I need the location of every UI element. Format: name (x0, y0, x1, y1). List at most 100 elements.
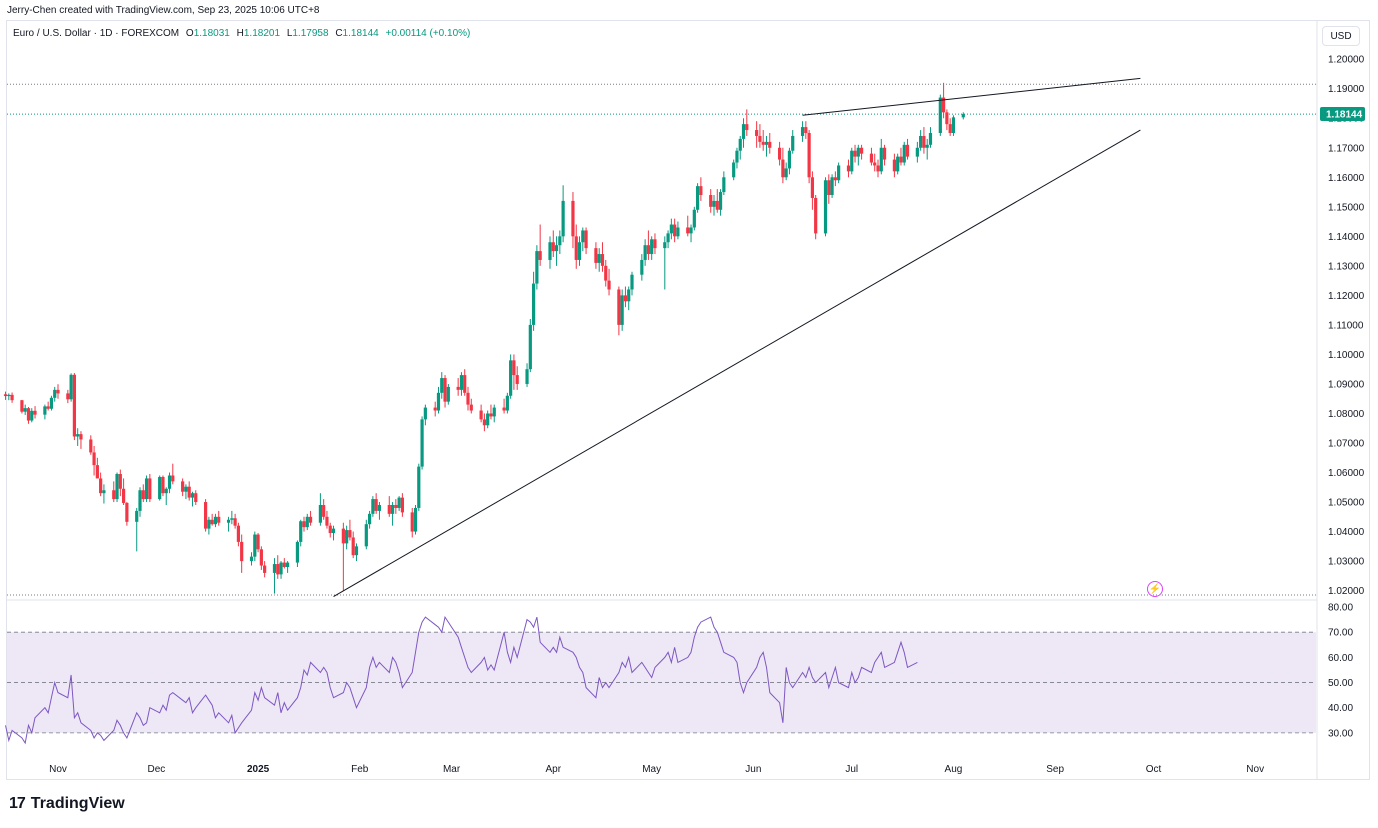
price-axis[interactable]: 1.200001.190001.180001.170001.160001.150… (1320, 55, 1365, 597)
candle-body (79, 434, 83, 440)
candle-body (741, 124, 746, 139)
last-price-badge (1320, 106, 1365, 121)
candle-body (181, 481, 185, 492)
candle-body (945, 112, 949, 125)
candle-body (115, 474, 119, 500)
low-label: L (286, 28, 293, 39)
trendline (802, 77, 1141, 116)
candle-body (49, 397, 54, 409)
price-tick-label: 1.09000 (1328, 379, 1365, 390)
candle-body (374, 499, 378, 511)
candle-body (696, 186, 700, 210)
price-tick-label: 1.06000 (1328, 468, 1365, 479)
candle-body (669, 224, 673, 234)
price-tick-label: 1.19000 (1328, 84, 1365, 95)
candle-body (699, 186, 703, 195)
candle-body (210, 519, 214, 525)
candle-body (158, 476, 162, 500)
chart-canvas[interactable]: 1.200001.190001.180001.170001.160001.150… (0, 0, 1378, 790)
symbol-legend[interactable]: Euro / U.S. Dollar · 1D · FOREXCOM O1.18… (13, 28, 470, 39)
price-tick-label: 1.10000 (1328, 350, 1365, 361)
candle-body (299, 521, 303, 542)
close-value: 1.18144 (342, 28, 379, 39)
open-value: 1.18031 (193, 28, 230, 39)
candle-body (640, 259, 644, 275)
candle-body (204, 502, 208, 529)
candle-body (249, 556, 254, 562)
candle-body (548, 242, 552, 260)
candle-body (72, 374, 76, 437)
rsi-tick-label: 60.00 (1328, 653, 1353, 664)
candle-body (928, 133, 933, 145)
candle-body (532, 283, 536, 325)
candle-body (43, 406, 47, 415)
price-tick-label: 1.17000 (1328, 143, 1365, 154)
candle-body (764, 141, 769, 145)
candle-body (525, 369, 529, 384)
candle-body (892, 159, 896, 172)
candle-body (558, 236, 562, 246)
candle-body (236, 525, 240, 542)
candle-body (446, 386, 450, 402)
candle-body (276, 564, 280, 575)
rsi-line (5, 615, 918, 745)
currency-button[interactable]: USD (1322, 26, 1360, 46)
open-label: O (185, 28, 194, 39)
tradingview-brand[interactable]: 17 TradingView (9, 795, 125, 813)
candle-body (161, 476, 165, 494)
candle-body (348, 530, 352, 538)
candle-body (676, 227, 680, 237)
candle-body (810, 177, 814, 198)
candle-body (630, 274, 634, 290)
time-tick-label: Oct (1146, 764, 1162, 775)
candle-body (102, 490, 106, 494)
candle-body (948, 124, 952, 133)
drawings-layer[interactable] (333, 77, 1141, 597)
change-value: +0.00114 (+0.10%) (385, 28, 471, 39)
candle-body (732, 162, 736, 178)
candle-body (643, 245, 647, 260)
price-tick-label: 1.13000 (1328, 261, 1365, 272)
candle-body (902, 144, 906, 163)
symbol-name[interactable]: Euro / U.S. Dollar · 1D · FOREXCOM (13, 28, 180, 39)
candle-body (617, 289, 621, 325)
candle-body (92, 452, 96, 466)
tradingview-logo-icon: 17 (9, 795, 26, 812)
candle-body (345, 530, 349, 544)
candle-body (118, 474, 122, 489)
candle-body (620, 295, 624, 325)
candle-body (295, 541, 300, 563)
candle-body (623, 295, 628, 302)
candle-body (368, 513, 372, 525)
time-tick-label: 2025 (247, 764, 270, 775)
candle-body (896, 156, 900, 172)
candle-body (410, 512, 414, 532)
candle-body (436, 392, 441, 411)
candle-body (26, 408, 31, 421)
candle-body (99, 478, 103, 494)
candle-body (331, 528, 336, 534)
time-tick-label: Feb (351, 764, 369, 775)
candle-body (138, 490, 142, 511)
time-tick-label: Aug (945, 764, 963, 775)
candle-body (869, 153, 874, 163)
candle-body (279, 562, 283, 575)
candle-body (650, 239, 654, 255)
candle-body (577, 242, 582, 260)
candle-body (735, 150, 739, 163)
candle-body (784, 168, 788, 178)
candle-body (318, 505, 322, 523)
candle-body (20, 400, 24, 412)
lightning-icon[interactable]: ⚡ (1147, 581, 1163, 597)
candle-body (528, 324, 532, 370)
candle-body (961, 114, 965, 118)
time-axis[interactable]: Nov Dec 2025 Feb Mar Apr May Jun Jul Aug Sep Oct Nov (49, 764, 1264, 775)
candle-body (722, 177, 726, 193)
candle-body (207, 519, 211, 529)
candle-body (328, 525, 332, 534)
candle-body (833, 177, 837, 181)
candle-body (745, 124, 749, 131)
candle-body (846, 165, 851, 172)
candle-body (837, 165, 841, 181)
candle-body (364, 524, 368, 547)
